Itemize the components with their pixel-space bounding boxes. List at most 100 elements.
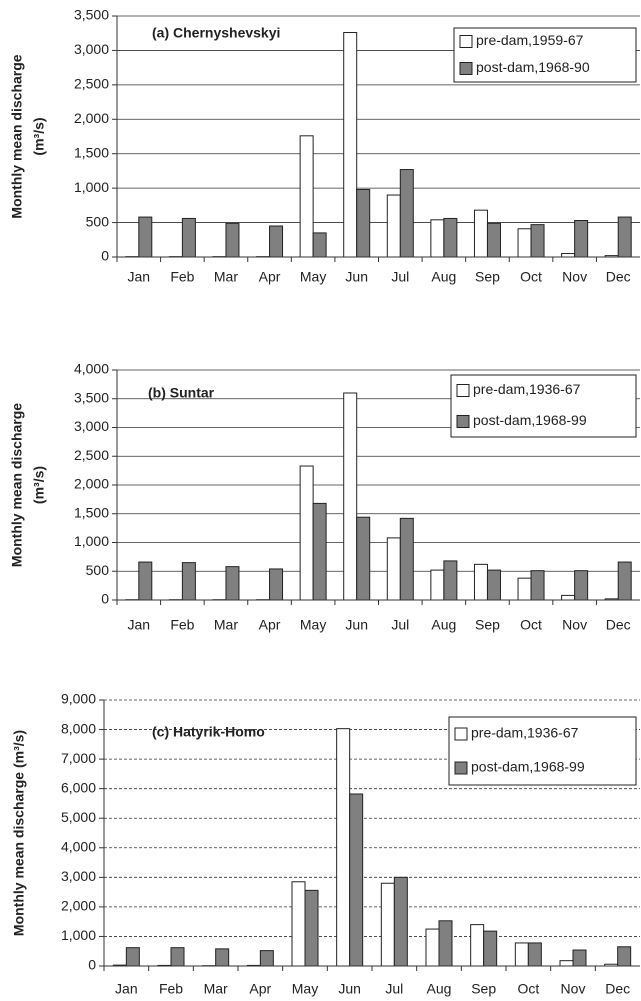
y-axis-label: Monthly mean discharge <box>9 54 25 218</box>
y-tick-label: 500 <box>86 213 110 229</box>
bar <box>380 882 395 967</box>
bar <box>486 222 501 258</box>
y-tick-label: 8,000 <box>61 720 96 736</box>
x-tick-label: Apr <box>259 269 281 285</box>
x-tick-label: Apr <box>259 617 281 633</box>
x-tick-label: Jan <box>128 269 151 285</box>
x-tick-label: Dec <box>605 981 630 997</box>
x-tick-label: Jul <box>385 981 403 997</box>
bar <box>574 220 589 258</box>
y-axis-label: Monthly mean discharge <box>9 403 25 567</box>
x-tick-label: Jul <box>391 269 409 285</box>
x-tick-label: Oct <box>517 981 539 997</box>
legend-swatch <box>456 384 470 397</box>
y-tick-label: 3,000 <box>74 418 109 434</box>
y-tick-label: 3,000 <box>61 868 96 884</box>
y-tick-label: 4,000 <box>74 361 109 377</box>
y-tick-label: 6,000 <box>61 779 96 795</box>
bar <box>269 225 284 258</box>
bar <box>443 217 458 258</box>
x-tick-label: Feb <box>170 617 194 633</box>
y-tick-label: 9,000 <box>61 691 96 707</box>
legend-label: post-dam,1968-99 <box>473 412 587 428</box>
bar <box>399 517 414 601</box>
x-tick-label: Nov <box>561 981 586 997</box>
bar <box>483 930 498 967</box>
x-tick-label: Mar <box>214 269 238 285</box>
bar <box>527 942 542 967</box>
x-tick-label: Mar <box>214 617 238 633</box>
legend-label: pre-dam,1936-67 <box>471 725 579 741</box>
legend-label: pre-dam,1936-67 <box>473 381 581 397</box>
y-tick-label: 3,500 <box>74 389 109 405</box>
y-axis-label: (m³/s) <box>31 117 47 155</box>
y-tick-label: 1,500 <box>74 144 109 160</box>
bar <box>561 253 576 258</box>
bar <box>517 228 532 258</box>
legend-swatch <box>454 761 468 775</box>
bar <box>443 560 458 601</box>
bar <box>473 209 488 258</box>
x-tick-label: Oct <box>520 269 542 285</box>
bar <box>514 942 529 967</box>
bar <box>225 566 240 601</box>
legend-label: post-dam,1968-99 <box>471 759 585 775</box>
y-tick-label: 2,000 <box>74 476 109 492</box>
y-axis-label: (m³/s) <box>31 466 47 504</box>
bar <box>225 222 240 258</box>
bar <box>572 949 587 967</box>
bar <box>170 947 185 967</box>
legend-swatch <box>454 727 468 741</box>
bar <box>617 216 632 258</box>
x-tick-label: Nov <box>562 617 587 633</box>
bar <box>393 876 408 967</box>
bar <box>438 920 453 967</box>
bar <box>430 219 445 258</box>
bar <box>356 189 371 258</box>
x-tick-label: May <box>300 269 326 285</box>
y-tick-label: 0 <box>88 957 96 973</box>
bar <box>181 562 196 601</box>
bar <box>561 594 576 601</box>
x-tick-label: Feb <box>170 269 194 285</box>
y-tick-label: 7,000 <box>61 750 96 766</box>
x-tick-label: Dec <box>606 617 631 633</box>
y-tick-label: 1,000 <box>61 927 96 943</box>
bar <box>517 577 532 601</box>
x-tick-label: Jan <box>128 617 151 633</box>
bar <box>486 569 501 601</box>
bar <box>181 217 196 258</box>
x-tick-label: Sep <box>475 269 500 285</box>
x-tick-label: Jul <box>391 617 409 633</box>
x-tick-label: Aug <box>431 617 456 633</box>
bar <box>299 135 314 258</box>
bar <box>559 960 574 967</box>
x-tick-label: Jun <box>345 617 368 633</box>
bar <box>399 169 414 258</box>
y-tick-label: 4,000 <box>61 838 96 854</box>
panel-label: (a) Chernyshevskyi <box>152 25 280 41</box>
bar <box>530 224 545 258</box>
bar <box>470 924 485 967</box>
y-tick-label: 2,500 <box>74 447 109 463</box>
bar <box>138 561 153 601</box>
bar <box>349 793 364 967</box>
legend-label: pre-dam,1959-67 <box>476 32 584 48</box>
legend-swatch <box>459 62 473 75</box>
x-tick-label: Sep <box>471 981 496 997</box>
y-tick-label: 0 <box>101 591 109 607</box>
bar <box>138 216 153 258</box>
y-tick-label: 1,000 <box>74 533 109 549</box>
bar <box>574 570 589 601</box>
bar <box>356 516 371 601</box>
bar <box>617 561 632 601</box>
bar <box>291 881 306 967</box>
y-tick-label: 1,500 <box>74 504 109 520</box>
x-tick-label: Sep <box>475 617 500 633</box>
bar <box>430 569 445 601</box>
x-tick-label: May <box>292 981 318 997</box>
bar <box>215 948 230 967</box>
y-tick-label: 1,000 <box>74 179 109 195</box>
legend-swatch <box>456 415 470 428</box>
